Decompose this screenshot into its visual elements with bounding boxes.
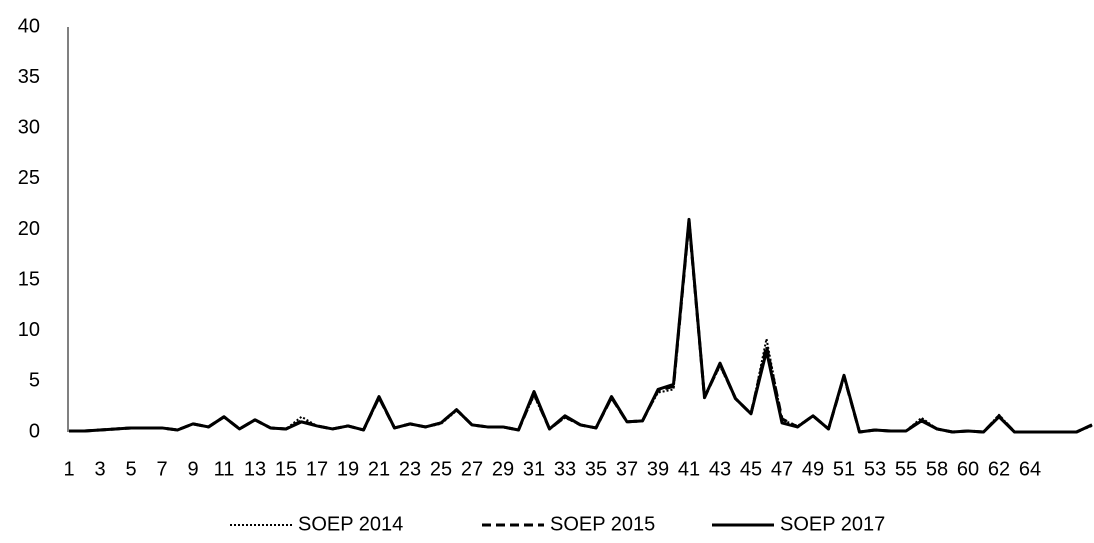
legend-label: SOEP 2015 <box>550 513 655 535</box>
y-tick-label: 0 <box>29 420 40 442</box>
x-tick-label: 29 <box>492 458 514 480</box>
y-tick-label: 35 <box>18 66 40 88</box>
x-tick-label: 41 <box>678 458 700 480</box>
x-tick-label: 11 <box>214 458 235 480</box>
y-tick-label: 5 <box>29 370 40 392</box>
x-tick-label: 3 <box>94 458 105 480</box>
x-tick-label: 51 <box>833 458 855 480</box>
x-tick-label: 39 <box>647 458 669 480</box>
legend-label: SOEP 2017 <box>780 513 885 535</box>
y-tick-label: 25 <box>18 167 40 189</box>
x-tick-label: 49 <box>802 458 824 480</box>
x-tick-label: 17 <box>306 458 328 480</box>
x-tick-label: 53 <box>864 458 886 480</box>
x-tick-label: 15 <box>275 458 297 480</box>
series-line <box>69 217 1093 434</box>
x-tick-label: 23 <box>399 458 421 480</box>
x-tick-label: 5 <box>125 458 136 480</box>
series-line <box>69 223 1093 433</box>
x-tick-label: 25 <box>430 458 452 480</box>
x-tick-label: 60 <box>957 458 979 480</box>
x-tick-label: 64 <box>1019 458 1041 480</box>
x-tick-label: 43 <box>709 458 731 480</box>
y-tick-label: 15 <box>18 268 40 290</box>
x-tick-label: 55 <box>895 458 917 480</box>
y-tick-label: 10 <box>18 319 40 341</box>
x-tick-label: 7 <box>156 458 167 480</box>
x-tick-label: 27 <box>461 458 483 480</box>
x-tick-label: 19 <box>337 458 359 480</box>
x-tick-label: 31 <box>523 458 545 480</box>
y-tick-label: 40 <box>18 15 40 37</box>
y-tick-label: 20 <box>18 218 40 240</box>
x-tick-label: 58 <box>926 458 948 480</box>
x-tick-label: 45 <box>740 458 762 480</box>
x-tick-label: 47 <box>771 458 793 480</box>
x-tick-label: 33 <box>554 458 576 480</box>
legend-label: SOEP 2014 <box>298 513 403 535</box>
x-tick-label: 37 <box>616 458 638 480</box>
x-tick-label: 13 <box>244 458 266 480</box>
y-tick-label: 30 <box>18 117 40 139</box>
x-tick-label: 35 <box>585 458 607 480</box>
x-tick-label: 9 <box>187 458 198 480</box>
x-tick-label: 62 <box>988 458 1010 480</box>
x-tick-label: 21 <box>368 458 390 480</box>
series-line <box>69 219 1093 434</box>
x-tick-label: 1 <box>63 458 74 480</box>
